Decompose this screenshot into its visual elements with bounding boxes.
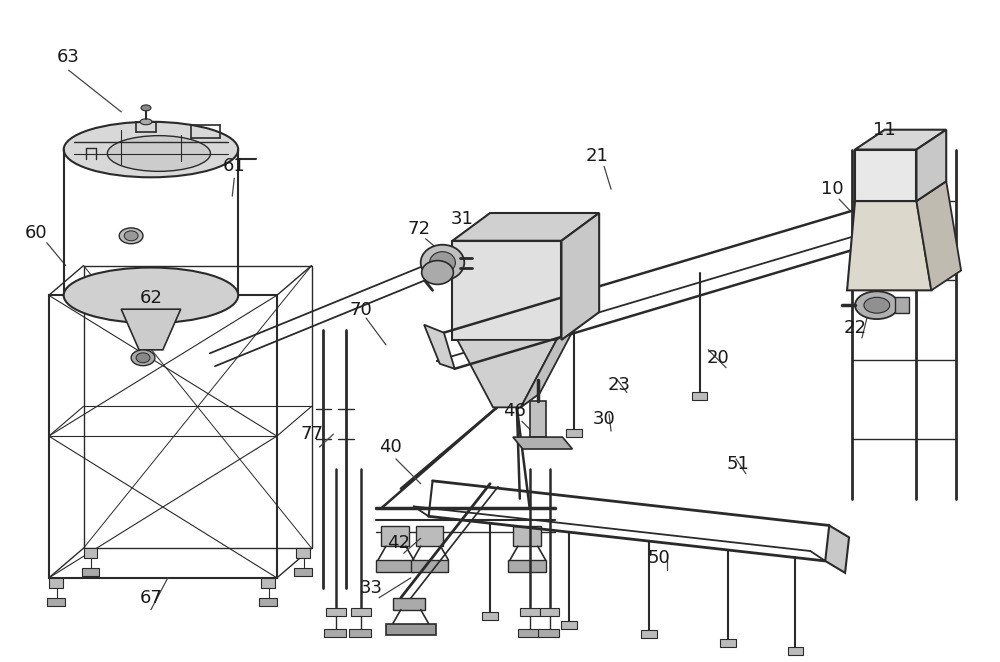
FancyBboxPatch shape: [393, 598, 425, 610]
Ellipse shape: [140, 118, 152, 124]
FancyBboxPatch shape: [351, 608, 371, 616]
FancyBboxPatch shape: [259, 598, 277, 606]
Text: 23: 23: [607, 375, 630, 393]
Polygon shape: [847, 201, 931, 291]
Polygon shape: [916, 181, 961, 291]
Polygon shape: [825, 526, 849, 573]
FancyBboxPatch shape: [720, 639, 736, 647]
Ellipse shape: [864, 297, 890, 313]
FancyBboxPatch shape: [518, 630, 540, 638]
Ellipse shape: [131, 350, 155, 365]
Ellipse shape: [107, 136, 210, 171]
FancyBboxPatch shape: [416, 526, 443, 546]
Polygon shape: [121, 309, 181, 350]
FancyBboxPatch shape: [49, 578, 63, 588]
Text: 31: 31: [451, 210, 474, 228]
Polygon shape: [424, 325, 455, 369]
FancyBboxPatch shape: [47, 598, 65, 606]
Polygon shape: [855, 130, 946, 150]
FancyBboxPatch shape: [411, 560, 448, 572]
FancyBboxPatch shape: [561, 622, 577, 629]
Text: 50: 50: [647, 549, 670, 567]
Text: 30: 30: [593, 410, 615, 428]
Ellipse shape: [421, 245, 464, 281]
Text: 63: 63: [57, 48, 80, 66]
FancyBboxPatch shape: [381, 526, 409, 546]
Ellipse shape: [124, 231, 138, 241]
Ellipse shape: [430, 252, 455, 273]
FancyBboxPatch shape: [520, 608, 540, 616]
FancyBboxPatch shape: [482, 612, 498, 620]
Text: 40: 40: [380, 438, 402, 456]
Text: 21: 21: [586, 148, 609, 166]
FancyBboxPatch shape: [530, 401, 546, 437]
Polygon shape: [855, 150, 916, 201]
Text: 42: 42: [387, 534, 410, 552]
FancyBboxPatch shape: [261, 578, 275, 588]
Polygon shape: [521, 326, 575, 407]
Polygon shape: [916, 130, 946, 201]
Text: 62: 62: [140, 289, 162, 307]
Text: 77: 77: [300, 425, 323, 443]
Text: 61: 61: [223, 158, 246, 175]
Polygon shape: [561, 213, 599, 340]
Ellipse shape: [119, 228, 143, 244]
Text: 70: 70: [350, 301, 373, 319]
Ellipse shape: [855, 291, 899, 319]
FancyBboxPatch shape: [508, 560, 546, 572]
Ellipse shape: [64, 267, 238, 323]
FancyBboxPatch shape: [324, 630, 346, 638]
Text: 11: 11: [873, 120, 896, 139]
Text: 33: 33: [360, 579, 383, 597]
FancyBboxPatch shape: [82, 568, 99, 576]
FancyBboxPatch shape: [296, 548, 310, 558]
Text: 20: 20: [707, 349, 730, 367]
FancyBboxPatch shape: [349, 630, 371, 638]
Text: 10: 10: [821, 180, 844, 198]
Polygon shape: [452, 213, 599, 241]
Polygon shape: [452, 241, 561, 340]
Text: 51: 51: [727, 455, 749, 473]
FancyBboxPatch shape: [540, 608, 559, 616]
Polygon shape: [513, 437, 572, 449]
Ellipse shape: [136, 353, 150, 363]
Text: 67: 67: [140, 589, 162, 607]
Polygon shape: [457, 340, 557, 407]
FancyBboxPatch shape: [386, 624, 436, 636]
FancyBboxPatch shape: [566, 430, 582, 438]
FancyBboxPatch shape: [788, 647, 803, 655]
FancyBboxPatch shape: [84, 548, 97, 558]
FancyBboxPatch shape: [641, 630, 657, 638]
FancyBboxPatch shape: [895, 297, 909, 313]
Text: 46: 46: [503, 402, 526, 420]
Text: 72: 72: [407, 220, 430, 238]
Polygon shape: [862, 208, 888, 248]
Text: 22: 22: [843, 319, 866, 337]
Ellipse shape: [141, 105, 151, 111]
Ellipse shape: [64, 122, 238, 177]
FancyBboxPatch shape: [326, 608, 346, 616]
Text: 60: 60: [25, 224, 47, 242]
Ellipse shape: [422, 261, 453, 285]
FancyBboxPatch shape: [376, 560, 414, 572]
FancyBboxPatch shape: [513, 526, 541, 546]
FancyBboxPatch shape: [692, 392, 707, 400]
FancyBboxPatch shape: [538, 630, 559, 638]
FancyBboxPatch shape: [294, 568, 312, 576]
